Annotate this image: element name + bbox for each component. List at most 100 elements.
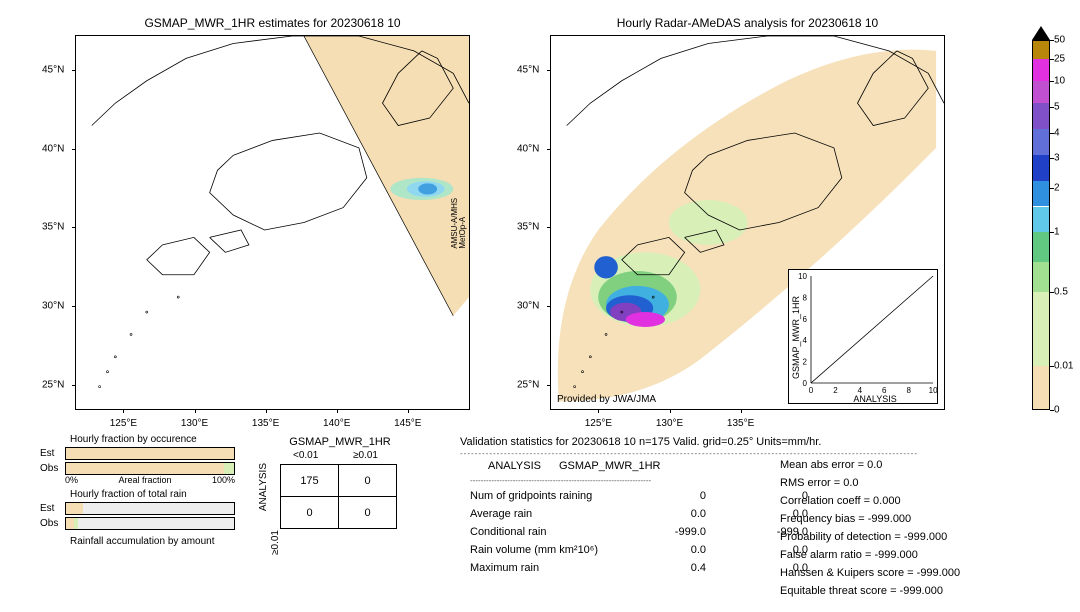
stat-right-line: Frequency bias = -999.000	[780, 510, 960, 528]
accum-title: Rainfall accumulation by amount	[70, 536, 260, 547]
svg-text:4: 4	[803, 336, 808, 345]
svg-text:GSMAP_MWR_1HR: GSMAP_MWR_1HR	[791, 295, 801, 379]
stat-a: 0	[644, 488, 714, 504]
obs-label-1: Obs	[40, 463, 65, 474]
tot-obs-bar	[65, 517, 235, 530]
svg-text:MetOp-A: MetOp-A	[458, 216, 467, 248]
lat-tick: 45°N	[517, 64, 539, 75]
stats-colB: GSMAP_MWR_1HR	[551, 458, 668, 474]
stat-right-line: Correlation coeff = 0.000	[780, 492, 960, 510]
stat-a: -999.0	[644, 524, 714, 540]
colorbar-tick: 1	[1054, 227, 1060, 238]
lat-tick: 25°N	[42, 379, 64, 390]
stat-label: Num of gridpoints raining	[462, 488, 642, 504]
lat-tick: 30°N	[517, 301, 539, 312]
stat-label: Rain volume (mm km²10⁶)	[462, 542, 642, 558]
pct0-label: 0%	[65, 475, 78, 485]
right-map-panel: Hourly Radar-AMeDAS analysis for 2023061…	[550, 35, 945, 410]
contingency-col-title: GSMAP_MWR_1HR	[280, 436, 400, 448]
colorbar-tick: 2	[1054, 183, 1060, 194]
stat-right-line: False alarm ratio = -999.000	[780, 546, 960, 564]
colorbar-tick: 0	[1054, 405, 1060, 416]
scatter-inset: 00224466881010ANALYSISGSMAP_MWR_1HR	[788, 269, 938, 404]
provided-by-label: Provided by JWA/JMA	[557, 394, 656, 405]
ct-cell-01: 0	[339, 465, 397, 497]
colorbar-arrow-top	[1028, 26, 1054, 40]
lat-tick: 45°N	[42, 64, 64, 75]
lon-tick: 135°E	[727, 418, 754, 429]
lat-tick: 25°N	[517, 379, 539, 390]
colorbar-tick: 50	[1054, 35, 1065, 46]
svg-text:2: 2	[833, 386, 838, 395]
ct-cell-10: 0	[281, 497, 339, 529]
right-map-title: Hourly Radar-AMeDAS analysis for 2023061…	[551, 16, 944, 30]
svg-text:6: 6	[803, 314, 808, 323]
areal-fraction-label: Areal fraction	[118, 475, 171, 485]
stats-body: Num of gridpoints raining00Average rain0…	[460, 486, 818, 578]
obs-label-2: Obs	[40, 518, 65, 529]
colorbar: 502510543210.50.010	[1032, 40, 1050, 410]
contingency-ge-label: ≥0.01	[353, 450, 378, 461]
lon-tick: 130°E	[656, 418, 683, 429]
lon-tick: 145°E	[394, 418, 421, 429]
stat-right-line: RMS error = 0.0	[780, 474, 960, 492]
stat-a: 0.0	[644, 506, 714, 522]
svg-text:10: 10	[798, 272, 807, 281]
pct100-label: 100%	[212, 475, 235, 485]
totalrain-title: Hourly fraction of total rain	[70, 489, 260, 500]
svg-text:ANALYSIS: ANALYSIS	[853, 394, 896, 403]
lat-tick: 35°N	[517, 222, 539, 233]
svg-text:10: 10	[929, 386, 937, 395]
colorbar-tick: 5	[1054, 101, 1060, 112]
lon-tick: 140°E	[323, 418, 350, 429]
svg-text:8: 8	[906, 386, 911, 395]
svg-text:AMSU-A/MHS: AMSU-A/MHS	[450, 198, 459, 249]
left-map-panel: GSMAP_MWR_1HR estimates for 20230618 10 …	[75, 35, 470, 410]
colorbar-tick: 25	[1054, 53, 1065, 64]
svg-text:0: 0	[809, 386, 814, 395]
lat-tick: 40°N	[517, 143, 539, 154]
lon-tick: 125°E	[585, 418, 612, 429]
contingency-row-title: ANALYSIS	[258, 463, 269, 511]
occ-obs-bar	[65, 462, 235, 475]
lon-tick: 125°E	[110, 418, 137, 429]
occurence-title: Hourly fraction by occurence	[70, 434, 260, 445]
svg-text:0: 0	[803, 379, 808, 388]
scatter-inset-svg: 00224466881010ANALYSISGSMAP_MWR_1HR	[789, 270, 937, 403]
stat-right-line: Mean abs error = 0.0	[780, 456, 960, 474]
left-map-canvas: MetOp-AAMSU-A/MHS	[76, 36, 469, 409]
stats-table: ANALYSISGSMAP_MWR_1HR ------------------…	[460, 456, 670, 487]
colorbar-tick: 0.5	[1054, 286, 1068, 297]
stat-label: Average rain	[462, 506, 642, 522]
est-label-2: Est	[40, 503, 65, 514]
stats-colA: ANALYSIS	[480, 458, 549, 474]
svg-text:2: 2	[803, 357, 808, 366]
ct-cell-11: 0	[339, 497, 397, 529]
lon-tick: 130°E	[181, 418, 208, 429]
tot-est-bar	[65, 502, 235, 515]
stat-a: 0.4	[644, 560, 714, 576]
est-label-1: Est	[40, 448, 65, 459]
stat-label: Maximum rain	[462, 560, 642, 576]
stats-header: Validation statistics for 20230618 10 n=…	[460, 436, 821, 448]
colorbar-tick: 3	[1054, 153, 1060, 164]
colorbar-tick: 10	[1054, 75, 1065, 86]
colorbar-tick: 4	[1054, 127, 1060, 138]
left-map-title: GSMAP_MWR_1HR estimates for 20230618 10	[76, 16, 469, 30]
fraction-bars-block: Hourly fraction by occurence Est Obs 0% …	[40, 434, 260, 547]
occ-est-bar	[65, 447, 235, 460]
contingency-table: 1750 00	[280, 464, 397, 529]
stat-label: Conditional rain	[462, 524, 642, 540]
svg-text:8: 8	[803, 293, 808, 302]
stat-right-line: Hanssen & Kuipers score = -999.000	[780, 564, 960, 582]
lat-tick: 35°N	[42, 222, 64, 233]
lon-tick: 135°E	[252, 418, 279, 429]
stat-right-line: Probability of detection = -999.000	[780, 528, 960, 546]
colorbar-tick: 0.01	[1054, 360, 1073, 371]
contingency-lt-label: <0.01	[293, 450, 318, 461]
contingency-row-ge: ≥0.01	[270, 530, 281, 555]
stat-right-line: Equitable threat score = -999.000	[780, 582, 960, 600]
ct-cell-00: 175	[281, 465, 339, 497]
lat-tick: 40°N	[42, 143, 64, 154]
lat-tick: 30°N	[42, 301, 64, 312]
